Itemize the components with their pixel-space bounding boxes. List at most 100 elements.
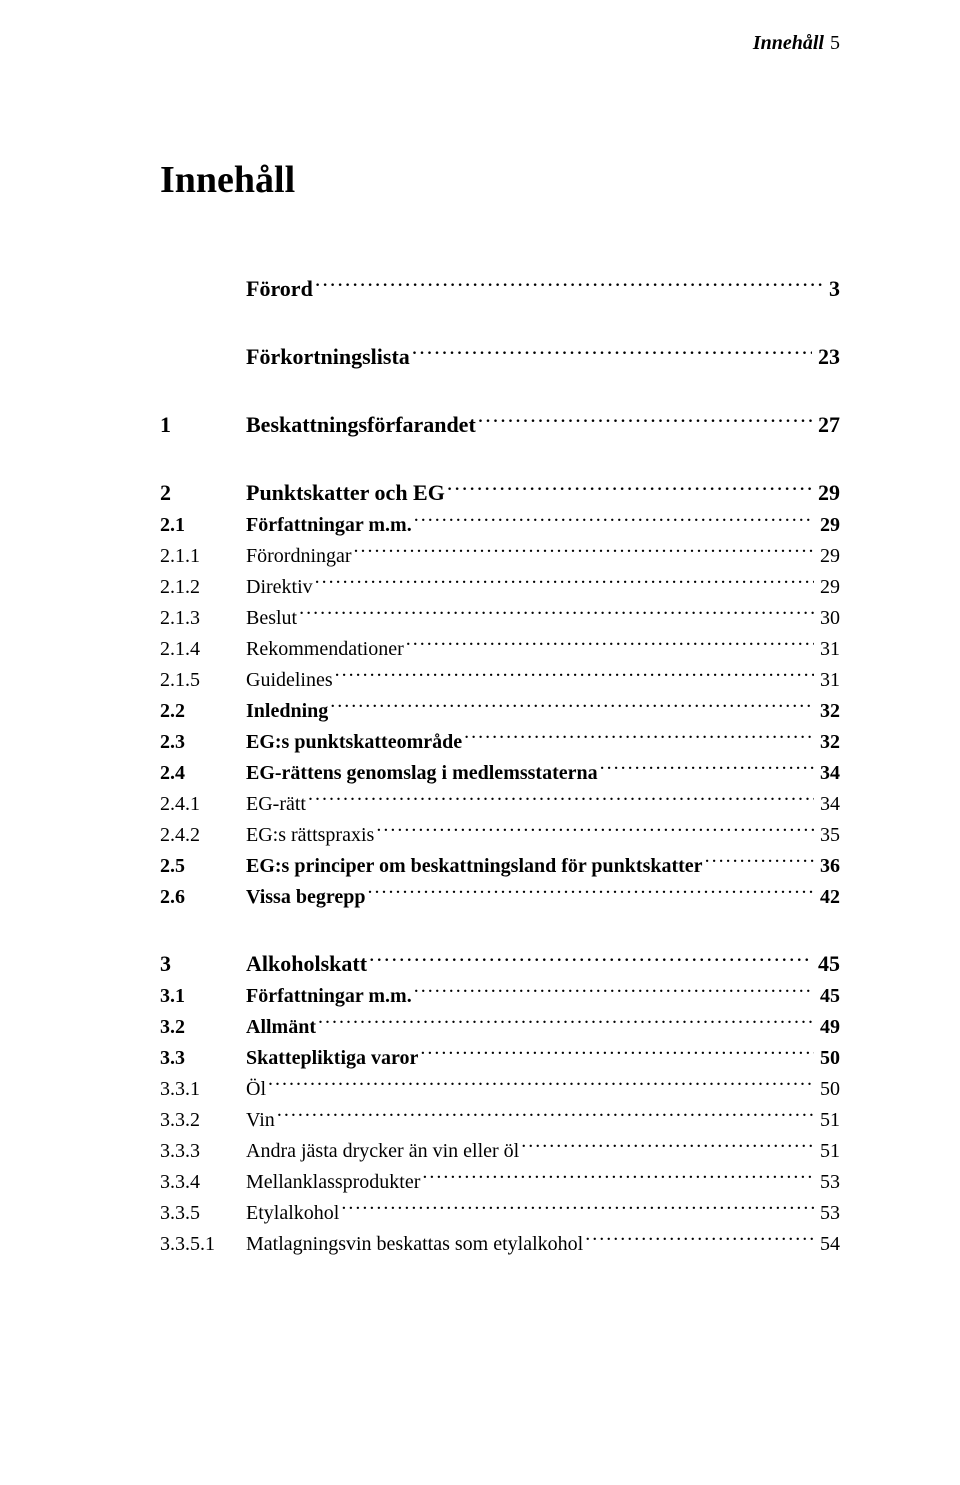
toc-row-page: 36 — [820, 851, 840, 882]
toc-row-leader — [585, 1230, 814, 1250]
toc-row-label: EG:s rättspraxis — [246, 820, 374, 851]
toc-row: 3.1Författningar m.m.45 — [160, 981, 840, 1012]
toc-row-number: 2.4 — [160, 758, 246, 789]
toc-row-leader — [414, 511, 814, 531]
toc-row: 2.1.4Rekommendationer31 — [160, 634, 840, 665]
toc-row-label: Öl — [246, 1074, 266, 1105]
toc-row-label: Skattepliktiga varor — [246, 1043, 418, 1074]
toc-row-page: 3 — [829, 272, 840, 306]
toc-row-number: 2.1.2 — [160, 572, 246, 603]
toc-row-page: 53 — [820, 1167, 840, 1198]
toc-row-number: 2.2 — [160, 696, 246, 727]
toc-body: Förord3 Förkortningslista 2 31 Beskattningsf… — [160, 272, 840, 1260]
toc-row: 2.4.2EG:s rättspraxis35 — [160, 820, 840, 851]
toc-row-leader — [406, 635, 814, 655]
toc-row-page: 50 — [820, 1074, 840, 1105]
toc-row-number: 3 — [160, 947, 246, 981]
toc-row: 3.3.5Etylalkohol53 — [160, 1198, 840, 1229]
toc-row-page: 45 — [820, 981, 840, 1012]
toc-row-label: Andra jästa drycker än vin eller öl — [246, 1136, 519, 1167]
toc-row-number: 3.1 — [160, 981, 246, 1012]
toc-row-leader — [277, 1106, 814, 1126]
toc-block: 1Beskattningsförfarandet27 — [160, 408, 840, 442]
toc-page: Innehåll5 Innehåll Förord3 Förkortningsli… — [0, 0, 960, 1485]
toc-row: Förord3 — [160, 272, 840, 306]
toc-row: 2.6Vissa begrepp42 — [160, 882, 840, 913]
toc-row: 2Punktskatter och EG29 — [160, 476, 840, 510]
toc-row: 2.1.5Guidelines31 — [160, 665, 840, 696]
toc-row-label: Allmänt — [246, 1012, 316, 1043]
toc-row-page: 53 — [820, 1198, 840, 1229]
toc-row-label: EG:s principer om beskattningsland för p… — [246, 851, 703, 882]
toc-row-leader — [420, 1044, 814, 1064]
toc-row-leader — [354, 542, 814, 562]
toc-row-label: Direktiv — [246, 572, 313, 603]
toc-row: 3.3Skattepliktiga varor50 — [160, 1043, 840, 1074]
toc-row-number: 2.1 — [160, 510, 246, 541]
toc-row-number: 3.3.3 — [160, 1136, 246, 1167]
toc-row-label: Beskattningsförfarandet — [246, 408, 476, 442]
toc-row-number: 2.1.3 — [160, 603, 246, 634]
running-head: Innehåll5 — [753, 32, 840, 55]
toc-row-page: 32 — [820, 696, 840, 727]
toc-row-leader — [341, 1199, 814, 1219]
toc-row-page: 29 — [820, 572, 840, 603]
toc-row: 3.3.4Mellanklassprodukter 53 — [160, 1167, 840, 1198]
toc-row-page: 51 — [820, 1136, 840, 1167]
toc-row-page: 29 — [820, 510, 840, 541]
toc-row-leader — [600, 759, 814, 779]
toc-row-number: 2.4.2 — [160, 820, 246, 851]
toc-row: 1Beskattningsförfarandet27 — [160, 408, 840, 442]
toc-row-number: 2.1.1 — [160, 541, 246, 572]
toc-row-page: 54 — [820, 1229, 840, 1260]
toc-row-page: 51 — [820, 1105, 840, 1136]
toc-block: Förord3 — [160, 272, 840, 306]
toc-row: 2.4.1EG-rätt34 — [160, 789, 840, 820]
toc-row-number: 3.3.4 — [160, 1167, 246, 1198]
toc-row-label: Författningar m.m. — [246, 510, 412, 541]
toc-row-leader — [318, 1013, 814, 1033]
toc-row: 2.5EG:s principer om beskattningsland fö… — [160, 851, 840, 882]
toc-row-number: 2 — [160, 476, 246, 510]
toc-row-label: Inledning — [246, 696, 328, 727]
toc-row-page: 31 — [820, 634, 840, 665]
toc-row-leader — [376, 821, 814, 841]
running-head-page: 5 — [830, 32, 840, 54]
toc-row: 2.1.2Direktiv 29 — [160, 572, 840, 603]
toc-row-leader — [412, 342, 812, 364]
toc-row-page: 29 — [820, 541, 840, 572]
toc-row-page: 31 — [820, 665, 840, 696]
toc-row-page: 50 — [820, 1043, 840, 1074]
toc-row: 3Alkoholskatt45 — [160, 947, 840, 981]
toc-row: 3.2Allmänt49 — [160, 1012, 840, 1043]
toc-row-leader — [464, 728, 814, 748]
toc-row-label: Punktskatter och EG — [246, 476, 445, 510]
toc-row-page: 34 — [820, 789, 840, 820]
toc-row-label: Förkortningslista — [246, 340, 410, 374]
toc-row-label: Mellanklassprodukter — [246, 1167, 420, 1198]
toc-block: 3Alkoholskatt453.1Författningar m.m.453.… — [160, 947, 840, 1260]
toc-row-number: 2.1.4 — [160, 634, 246, 665]
toc-row-label: Vissa begrepp — [246, 882, 365, 913]
toc-row-page: 34 — [820, 758, 840, 789]
toc-row-leader — [315, 274, 823, 296]
toc-row-number: 2.5 — [160, 851, 246, 882]
toc-row-leader — [268, 1075, 814, 1095]
toc-row-page: 27 — [818, 408, 840, 442]
toc-row-number: 2.6 — [160, 882, 246, 913]
toc-row-number: 2.4.1 — [160, 789, 246, 820]
toc-block: Förkortningslista23 — [160, 340, 840, 374]
toc-row-leader — [367, 883, 814, 903]
toc-row-leader — [315, 573, 814, 593]
toc-row-number: 3.3.2 — [160, 1105, 246, 1136]
toc-row-leader — [299, 604, 814, 624]
toc-row: 2.3EG:s punktskatteområde32 — [160, 727, 840, 758]
toc-row: Förkortningslista23 — [160, 340, 840, 374]
toc-row-leader — [705, 852, 814, 872]
page-title: Innehåll — [160, 158, 840, 202]
toc-row-label: EG-rättens genomslag i medlemsstaterna — [246, 758, 598, 789]
toc-row-label: Etylalkohol — [246, 1198, 339, 1229]
toc-row: 3.3.5.1Matlagningsvin beskattas som etyl… — [160, 1229, 840, 1260]
toc-row: 2.1.3Beslut30 — [160, 603, 840, 634]
toc-row-number: 2.3 — [160, 727, 246, 758]
